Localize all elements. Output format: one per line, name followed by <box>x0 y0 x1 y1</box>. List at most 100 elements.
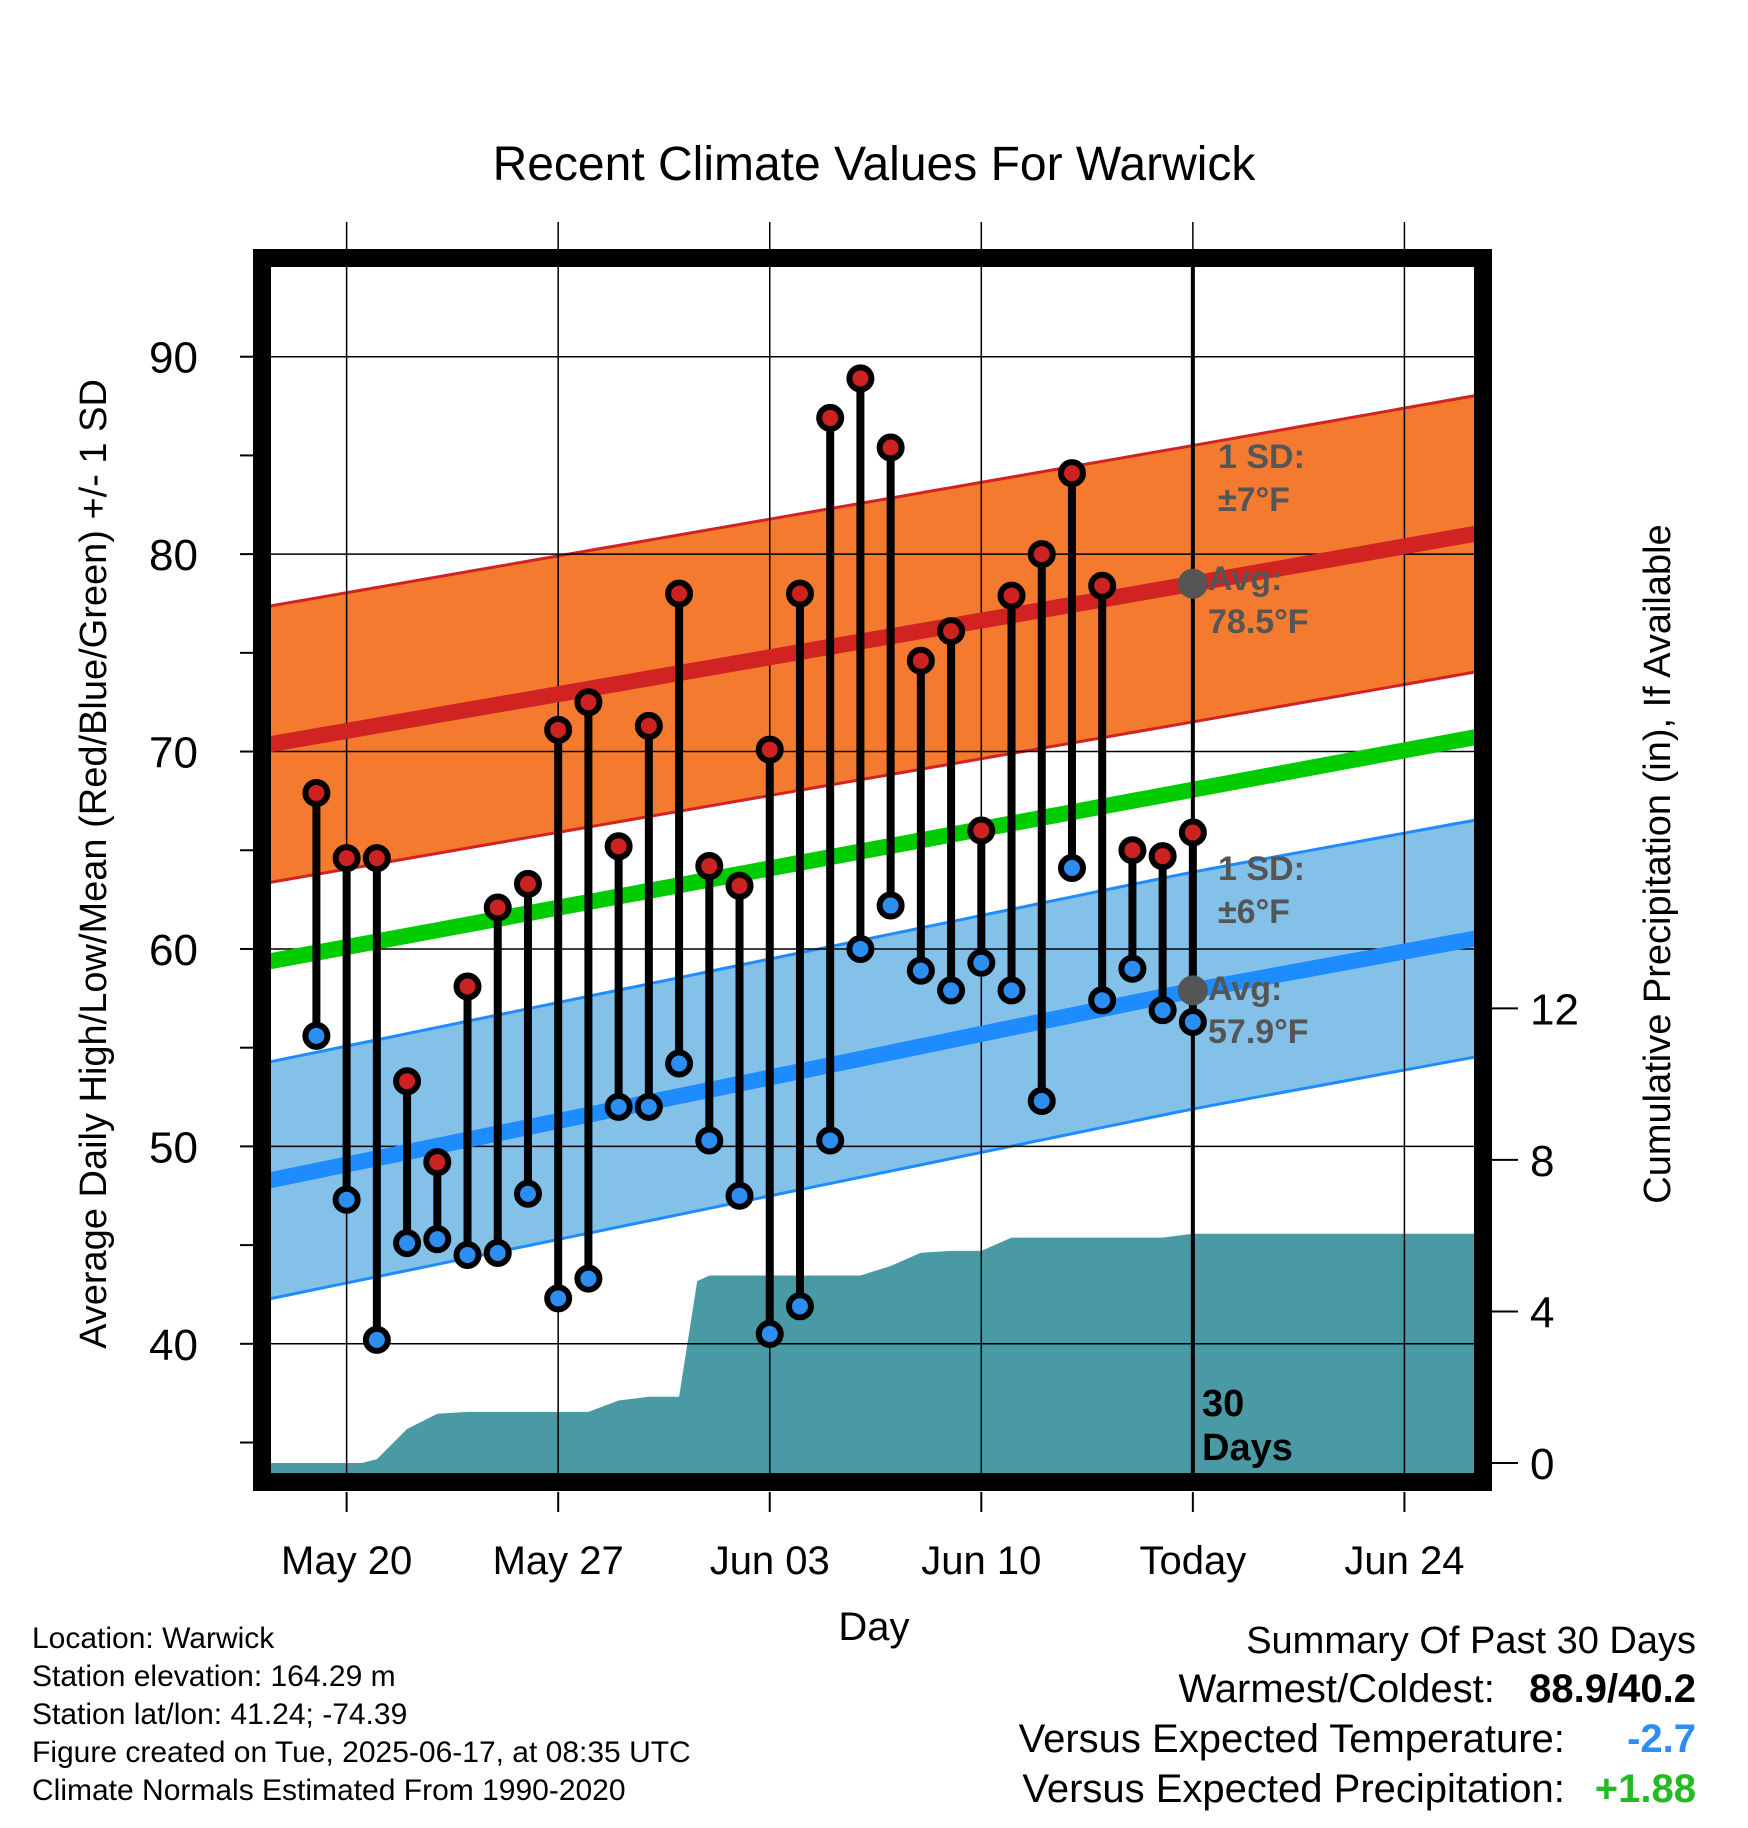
daily-high-point <box>362 844 391 873</box>
daily-low-point <box>362 1325 391 1354</box>
low-sd-annotation: ±6°F <box>1218 893 1290 931</box>
y2-tick-label: 12 <box>1530 985 1579 1034</box>
daily-high-point <box>1118 836 1147 865</box>
latlon-text: Station lat/lon: 41.24; -74.39 <box>32 1698 408 1731</box>
daily-high-point <box>876 433 905 462</box>
warm-cold-row: Warmest/Coldest: 88.9/40.2 <box>1019 1664 1697 1714</box>
y2-axis-label: Cumulative Precipitation (in), If Availa… <box>1637 524 1679 1203</box>
daily-low-point <box>453 1240 482 1269</box>
high-avg-annotation: Avg: <box>1208 560 1282 598</box>
y2-tick-label: 0 <box>1530 1440 1554 1489</box>
warm-cold-label: Warmest/Coldest: <box>1178 1667 1495 1711</box>
daily-low-point <box>1027 1086 1056 1115</box>
x-tick-label: Today <box>1139 1539 1246 1583</box>
chart-title: Recent Climate Values For Warwick <box>493 138 1257 191</box>
x-tick-label: Jun 03 <box>710 1539 830 1583</box>
daily-low-point <box>393 1229 422 1258</box>
y-tick-label: 50 <box>149 1123 198 1172</box>
daily-high-point <box>665 579 694 608</box>
y-axis-label: Average Daily High/Low/Mean (Red/Blue/Gr… <box>73 379 115 1349</box>
daily-low-point <box>332 1185 361 1214</box>
daily-low-point <box>1057 854 1086 883</box>
daily-high-point <box>1178 818 1207 847</box>
daily-high-point <box>937 617 966 646</box>
daily-low-point <box>695 1126 724 1155</box>
x-axis-label: Day <box>838 1605 909 1649</box>
low-sd-annotation: 1 SD: <box>1218 850 1305 888</box>
station-info: Location: Warwick Station elevation: 164… <box>32 1620 691 1810</box>
daily-high-point <box>906 646 935 675</box>
y-tick-label: 60 <box>149 926 198 975</box>
daily-high-point <box>1027 540 1056 569</box>
normal-high-today-point <box>1177 568 1208 599</box>
daily-low-point <box>604 1092 633 1121</box>
temp-row: Versus Expected Temperature: -2.7 <box>1019 1714 1696 1764</box>
plot-frame <box>253 249 1492 1491</box>
daily-high-point <box>513 869 542 898</box>
daily-high-point <box>725 871 754 900</box>
daily-low-point <box>1088 986 1117 1015</box>
daily-low-point <box>816 1126 845 1155</box>
daily-low-point <box>513 1179 542 1208</box>
daily-low-point <box>997 976 1026 1005</box>
daily-low-point <box>665 1049 694 1078</box>
y-tick-label: 40 <box>149 1321 198 1370</box>
daily-high-point <box>483 893 512 922</box>
low-avg-annotation: 57.9°F <box>1208 1013 1309 1051</box>
y2-tick-label: 8 <box>1530 1137 1554 1186</box>
daily-high-point <box>302 779 331 808</box>
created-text: Figure created on Tue, 2025-06-17, at 08… <box>32 1736 691 1769</box>
daily-low-point <box>1178 1008 1207 1037</box>
high-sd-band-lower-edge <box>262 669 1483 886</box>
elevation-text: Station elevation: 164.29 m <box>32 1660 396 1693</box>
daily-low-point <box>1118 954 1147 983</box>
temp-value: -2.7 <box>1627 1717 1696 1761</box>
daily-high-point <box>785 579 814 608</box>
daily-low-point <box>544 1284 573 1313</box>
daily-high-point <box>544 715 573 744</box>
daily-high-point <box>997 581 1026 610</box>
warm-cold-value: 88.9/40.2 <box>1529 1667 1696 1711</box>
y-tick-label: 70 <box>149 729 198 778</box>
precip-row: Versus Expected Precipitation: +1.88 <box>1019 1764 1696 1814</box>
daily-high-point <box>604 832 633 861</box>
y-tick-label: 90 <box>149 334 198 383</box>
y-tick-label: 80 <box>149 531 198 580</box>
daily-low-point <box>937 976 966 1005</box>
x-tick-label: May 20 <box>281 1539 412 1583</box>
daily-low-point <box>967 948 996 977</box>
daily-low-point <box>785 1292 814 1321</box>
normal-mean-line <box>262 727 1483 971</box>
daily-low-point <box>634 1092 663 1121</box>
low-avg-annotation: Avg: <box>1208 970 1282 1008</box>
summary-title: Summary Of Past 30 Days <box>1246 1620 1696 1662</box>
daily-low-point <box>483 1238 512 1267</box>
daily-low-point <box>755 1319 784 1348</box>
daily-high-point <box>453 972 482 1001</box>
today-window-label: Days <box>1202 1427 1293 1469</box>
daily-high-point <box>816 403 845 432</box>
daily-low-point <box>725 1181 754 1210</box>
high-sd-annotation: 1 SD: <box>1218 438 1305 476</box>
precip-label: Versus Expected Precipitation: <box>1022 1767 1565 1811</box>
summary-panel: Summary Of Past 30 Days Warmest/Coldest:… <box>1019 1618 1696 1814</box>
daily-high-point <box>1057 459 1086 488</box>
daily-high-point <box>755 735 784 764</box>
y2-tick-label: 4 <box>1530 1288 1554 1337</box>
daily-high-point <box>1088 571 1117 600</box>
normals-text: Climate Normals Estimated From 1990-2020 <box>32 1774 626 1807</box>
daily-low-point <box>574 1264 603 1293</box>
temp-label: Versus Expected Temperature: <box>1018 1717 1565 1761</box>
daily-high-point <box>846 364 875 393</box>
daily-low-point <box>906 956 935 985</box>
daily-high-point <box>393 1067 422 1096</box>
daily-high-point <box>332 844 361 873</box>
high-sd-annotation: ±7°F <box>1218 481 1290 519</box>
daily-low-point <box>846 934 875 963</box>
daily-low-point <box>423 1225 452 1254</box>
x-tick-label: Jun 24 <box>1344 1539 1464 1583</box>
high-sd-band-upper-edge <box>262 392 1483 609</box>
precipitation-area <box>262 1233 1483 1482</box>
today-window-label: 30 <box>1202 1383 1244 1425</box>
normal-low-today-point <box>1177 975 1208 1006</box>
